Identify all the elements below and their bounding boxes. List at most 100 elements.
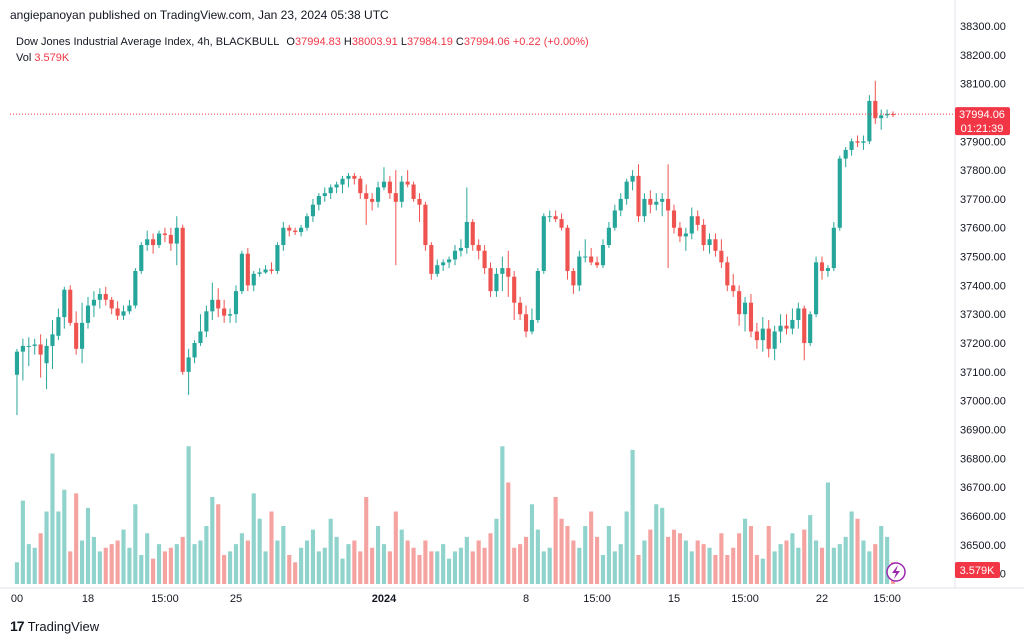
price-tick-label: 37700.00 — [960, 194, 1006, 206]
time-tick-label: 22 — [816, 593, 828, 605]
candle-body — [316, 196, 321, 205]
volume-bar — [97, 551, 102, 584]
candle-body — [210, 299, 215, 312]
volume-bar — [606, 526, 611, 584]
volume-bar — [577, 547, 582, 584]
volume-bar — [541, 551, 546, 584]
candle-body — [819, 262, 825, 271]
candle-body — [666, 198, 671, 211]
candle-body — [405, 181, 410, 185]
candle-body — [20, 345, 25, 352]
volume-bar — [364, 497, 369, 584]
candle-body — [198, 331, 203, 344]
candle-body — [233, 291, 239, 315]
tradingview-mark-icon: 17 — [10, 618, 25, 634]
candle-body — [139, 245, 144, 271]
volume-bar — [192, 544, 197, 584]
volume-bar — [529, 504, 535, 584]
candle-body — [340, 178, 345, 185]
volume-bar — [748, 526, 754, 584]
volume-bar — [287, 555, 292, 584]
price-axis[interactable]: 38300.00 38200.00 38100.00 37900.00 37800.00… — [960, 21, 1006, 581]
low-label: L — [400, 36, 407, 48]
volume-bar — [20, 500, 25, 584]
candle-body — [269, 269, 274, 271]
volume-bar — [559, 518, 564, 584]
candle-body — [151, 239, 156, 246]
time-tick-label: 00 — [11, 593, 23, 605]
price-tick-label: 38100.00 — [960, 79, 1006, 91]
volume-bar — [642, 540, 647, 584]
volume-bar — [210, 497, 215, 584]
volume-bar — [470, 551, 475, 584]
volume-bar — [535, 529, 540, 584]
volume-bar — [458, 547, 463, 584]
candle-body — [375, 187, 381, 202]
volume-bar — [151, 558, 156, 584]
volume-bar — [156, 544, 162, 584]
candle-body — [103, 294, 108, 300]
candle-body — [660, 198, 665, 202]
candle-body — [825, 268, 830, 271]
volume-bar — [476, 540, 481, 584]
volume-bar — [689, 551, 694, 584]
candle-body — [429, 245, 434, 274]
symbol-title[interactable]: Dow Jones Industrial Average Index, 4h, … — [16, 36, 280, 48]
volume-bar — [263, 551, 268, 584]
volume-bar — [14, 562, 20, 584]
volume-bar — [381, 544, 387, 584]
price-tick-label: 37600.00 — [960, 223, 1006, 235]
price-tick-label: 37400.00 — [960, 280, 1006, 292]
candle-body — [26, 345, 31, 347]
candle-body — [121, 311, 126, 316]
volume-bar — [594, 536, 600, 584]
volume-bar — [547, 547, 552, 584]
candle-body — [760, 328, 765, 341]
volume-bar — [612, 551, 617, 584]
volume-bar — [855, 518, 860, 584]
candle-body — [737, 291, 742, 315]
candle-body — [275, 245, 280, 271]
candle-body — [127, 305, 132, 312]
volume-bar — [583, 526, 588, 584]
candle-body — [482, 250, 487, 269]
candle-body — [654, 201, 659, 205]
candle-body — [808, 314, 813, 344]
volume-bar — [85, 507, 91, 584]
publish-header: angiepanoyan published on TradingView.co… — [0, 0, 1024, 28]
price-tick-label: 37800.00 — [960, 165, 1006, 177]
volume-bar — [358, 551, 363, 584]
volume-bar — [506, 482, 511, 584]
candle-body — [624, 181, 629, 199]
last-price-value: 37994.06 — [959, 109, 1005, 121]
candle-body — [417, 198, 422, 205]
legend-ohlc-row: Dow Jones Industrial Average Index, 4h, … — [16, 34, 589, 50]
price-tick-label: 37900.00 — [960, 136, 1006, 148]
price-tick-label: 37200.00 — [960, 338, 1006, 350]
price-tick-label: 36600.00 — [960, 511, 1006, 523]
volume-bar — [867, 551, 872, 584]
volume-bar — [719, 533, 724, 584]
candle-body — [571, 270, 576, 286]
lightning-icon[interactable] — [886, 562, 906, 582]
candle-body — [849, 141, 854, 150]
volume-bar — [346, 544, 351, 584]
candle-body — [304, 216, 310, 228]
candle-body — [867, 100, 872, 142]
volume-bar — [802, 529, 807, 584]
volume-bar — [737, 533, 742, 584]
candle-body — [790, 319, 795, 329]
candle-body — [328, 187, 333, 194]
candle-body — [91, 299, 96, 306]
tradingview-logo[interactable]: 17 TradingView — [10, 618, 99, 634]
candle-body — [707, 239, 712, 246]
volume-bar — [796, 547, 801, 584]
candle-body — [636, 175, 641, 217]
candle-body — [370, 198, 375, 202]
volume-bar — [837, 544, 842, 584]
volume-bar — [91, 536, 96, 584]
price-tick-label: 36500.00 — [960, 540, 1006, 552]
price-tick-label: 38200.00 — [960, 50, 1006, 62]
time-axis[interactable]: 00 18 15:00 25 2024 8 15:00 15 15:00 22 15:00 — [11, 593, 901, 605]
